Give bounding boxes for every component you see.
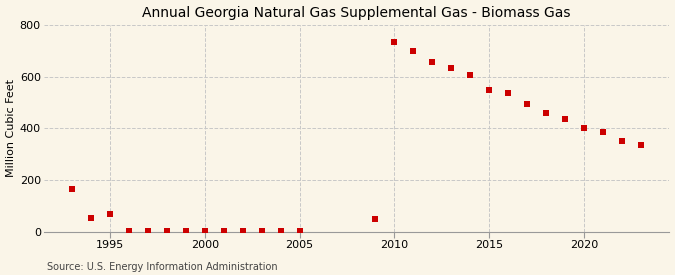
Point [541,111,551,115]
Point [484,87,495,92]
Point [408,49,418,53]
Point [427,60,438,65]
Point [238,229,248,233]
Point [389,40,400,44]
Text: Source: U.S. Energy Information Administration: Source: U.S. Energy Information Administ… [47,262,278,272]
Point [560,117,570,122]
Point [86,215,97,220]
Y-axis label: Million Cubic Feet: Million Cubic Feet [5,79,16,177]
Point [219,229,230,233]
Point [370,217,381,221]
Point [105,211,115,216]
Title: Annual Georgia Natural Gas Supplemental Gas - Biomass Gas: Annual Georgia Natural Gas Supplemental … [142,6,571,20]
Point [446,65,457,70]
Point [275,229,286,233]
Point [124,228,134,233]
Point [142,229,153,233]
Point [199,229,210,233]
Point [597,130,608,134]
Point [636,143,647,147]
Point [180,229,191,233]
Point [256,228,267,233]
Point [67,187,78,191]
Point [294,229,305,233]
Point [617,139,628,144]
Point [578,126,589,131]
Point [522,101,533,106]
Point [503,91,514,96]
Point [465,73,476,77]
Point [161,229,172,233]
